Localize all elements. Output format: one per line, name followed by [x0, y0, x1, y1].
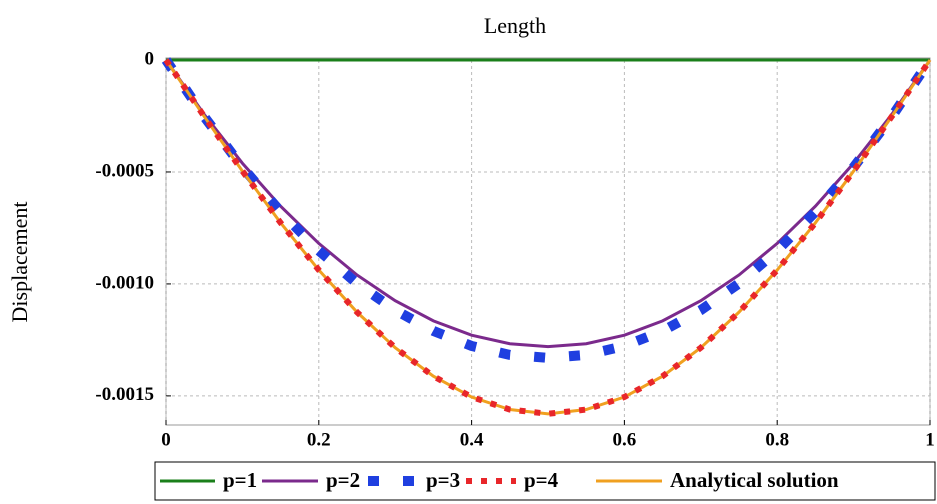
y-tick-label: 0 — [145, 48, 155, 69]
legend-label: p=4 — [524, 468, 559, 492]
y-tick-label: -0.0010 — [95, 272, 154, 293]
series-line — [164, 59, 932, 416]
legend-label: p=3 — [426, 468, 460, 492]
chart-title: Length — [484, 13, 546, 38]
x-tick-label: 0 — [161, 429, 171, 450]
plot-frame — [165, 57, 931, 426]
x-tick-label: 0.4 — [460, 429, 484, 450]
series-line — [163, 58, 933, 417]
legend-label: Analytical solution — [670, 468, 839, 492]
y-tick-label: -0.0005 — [95, 160, 154, 181]
y-tick-label: -0.0015 — [95, 384, 154, 405]
legend-label: p=1 — [223, 468, 257, 492]
y-axis-label: Displacement — [7, 202, 32, 323]
series-line — [161, 57, 935, 363]
x-tick-label: 1 — [925, 429, 935, 450]
x-tick-label: 0.6 — [613, 429, 637, 450]
series-line — [164, 59, 932, 349]
x-tick-label: 0.2 — [307, 429, 331, 450]
legend-label: p=2 — [326, 468, 360, 492]
x-tick-label: 0.8 — [765, 429, 789, 450]
